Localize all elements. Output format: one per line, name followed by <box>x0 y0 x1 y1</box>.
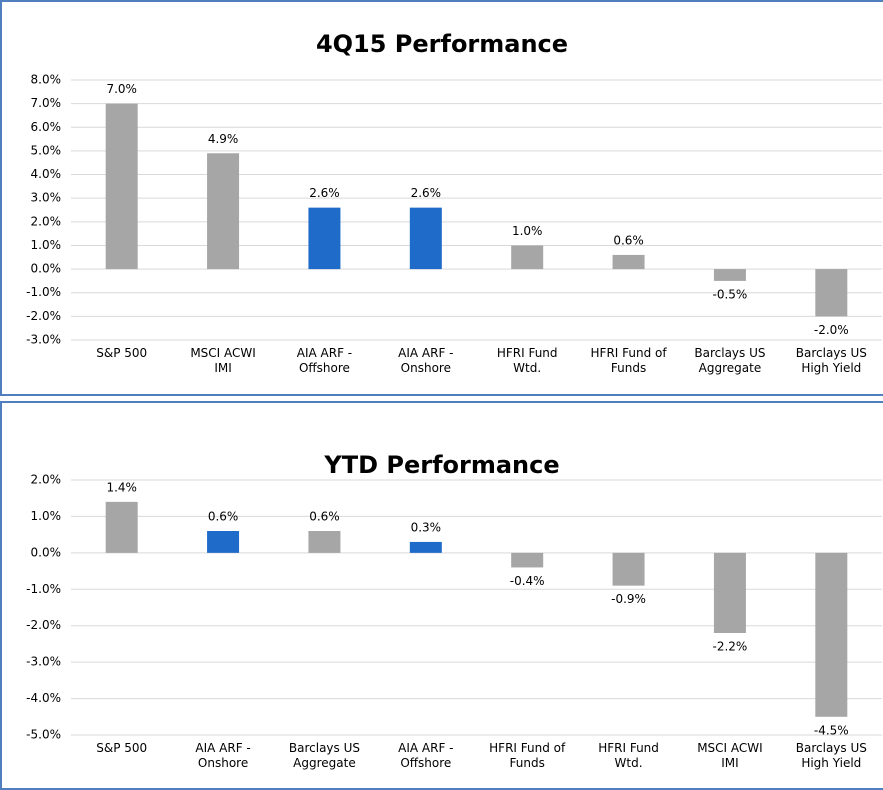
bar <box>308 207 341 270</box>
bar <box>308 531 341 553</box>
bar <box>409 207 442 270</box>
bar <box>511 552 544 568</box>
x-tick-label: MSCI ACWI IMI <box>697 741 763 770</box>
data-label: -2.0% <box>814 323 849 337</box>
x-tick-label: AIA ARF - Offshore <box>296 346 353 375</box>
y-tick-label: -5.0% <box>26 728 61 742</box>
chart: YTD Performance -5.0% -4.0% -3.0% -2.0% -1.0%… <box>26 451 882 742</box>
y-tick-label: 6.0% <box>31 120 62 134</box>
bar <box>815 269 848 317</box>
y-tick-label: 3.0% <box>31 191 62 205</box>
x-tick-label: Barclays US Aggregate <box>694 346 766 375</box>
data-label: -0.4% <box>510 574 545 588</box>
y-tick-label: 1.0% <box>31 509 62 523</box>
data-label: 0.6% <box>613 233 644 247</box>
data-label: 0.6% <box>208 510 239 524</box>
bar <box>207 531 240 553</box>
data-label: 7.0% <box>106 82 137 96</box>
data-label: -4.5% <box>814 723 849 737</box>
chart-title: YTD Performance <box>323 451 559 479</box>
x-tick-label: HFRI Fund of Funds <box>590 346 667 375</box>
data-label: -0.9% <box>611 592 646 606</box>
bar <box>105 501 138 553</box>
y-tick-label: -2.0% <box>26 309 61 323</box>
y-tick-label: 2.0% <box>31 473 62 487</box>
data-label: 4.9% <box>208 132 239 146</box>
x-tick-label: AIA ARF - Onshore <box>195 741 251 770</box>
data-label: -2.2% <box>713 640 748 654</box>
bar <box>105 103 138 270</box>
x-tick-label: Barclays US Aggregate <box>288 741 360 770</box>
bar <box>207 153 240 270</box>
data-label: 2.6% <box>411 186 442 200</box>
x-tick-label: AIA ARF - Offshore <box>398 741 454 770</box>
bar <box>713 552 746 633</box>
y-tick-label: 8.0% <box>31 73 62 87</box>
x-tick-label: HFRI Fund Wtd. <box>598 741 659 770</box>
data-label: 2.6% <box>309 186 340 200</box>
x-tick-label: Barclays US High Yield <box>795 741 867 770</box>
y-tick-label: -2.0% <box>26 618 61 632</box>
bar <box>511 245 544 270</box>
bar <box>612 552 645 586</box>
chart-panel: 4Q15 Performance -3.0% -2.0% -1.0% 0.0% 1.0% 2… <box>0 0 883 396</box>
y-tick-label: -1.0% <box>26 285 61 299</box>
x-tick-label: S&P 500 <box>96 741 148 755</box>
chart-title: 4Q15 Performance <box>316 30 568 58</box>
chart: 4Q15 Performance -3.0% -2.0% -1.0% 0.0% 1.0% 2… <box>26 30 882 347</box>
y-tick-label: 4.0% <box>31 167 62 181</box>
x-tick-label: AIA ARF - Onshore <box>398 346 454 375</box>
chart-panel: YTD Performance -5.0% -4.0% -3.0% -2.0% -1.0%… <box>0 401 883 790</box>
bar <box>409 541 442 553</box>
bar <box>612 254 645 270</box>
x-tick-label: MSCI ACWI IMI <box>190 346 256 375</box>
y-tick-label: 5.0% <box>31 143 62 157</box>
data-label: -0.5% <box>713 287 748 301</box>
data-label: 0.6% <box>309 510 340 524</box>
data-label: 1.0% <box>512 224 543 238</box>
y-tick-label: -3.0% <box>26 333 61 347</box>
x-tick-label: HFRI Fund of Funds <box>489 741 566 770</box>
data-label: 1.4% <box>106 480 137 494</box>
x-tick-label: HFRI Fund Wtd. <box>496 346 558 375</box>
data-label: 0.3% <box>411 520 442 534</box>
y-tick-label: 0.0% <box>31 545 62 559</box>
y-tick-label: 1.0% <box>31 238 62 252</box>
y-tick-label: 2.0% <box>31 214 62 228</box>
x-tick-label: S&P 500 <box>96 346 148 360</box>
y-tick-label: -4.0% <box>26 691 61 705</box>
bar <box>815 552 848 717</box>
y-tick-label: 0.0% <box>31 262 62 276</box>
bar <box>713 269 746 281</box>
y-tick-label: 7.0% <box>31 96 62 110</box>
y-tick-label: -3.0% <box>26 655 61 669</box>
y-tick-label: -1.0% <box>26 582 61 596</box>
x-tick-label: Barclays US High Yield <box>795 346 867 375</box>
